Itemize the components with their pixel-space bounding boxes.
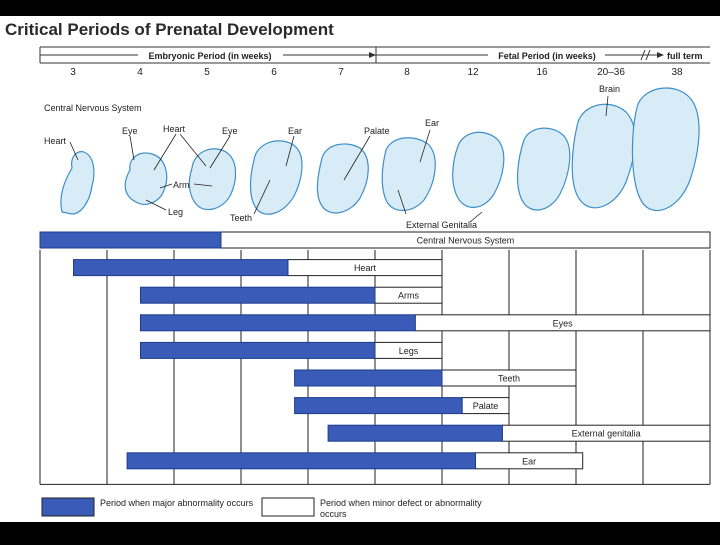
illustration-label-genitalia: External Genitalia [406,220,477,230]
week-label: 20–36 [597,67,625,78]
fetus-week-12 [452,131,505,208]
row-label: Arms [398,291,419,301]
row-label: Eyes [553,318,574,328]
legend: Period when major abnormality occurs Peri… [41,497,482,519]
week-label: 6 [271,67,277,78]
illustration-label-brain: Brain [599,84,620,94]
major-period-bar [126,452,476,470]
week-label: 7 [338,67,344,78]
illustration-labels: Central Nervous System Heart Eye Heart Eye Ar… [44,84,620,230]
week-label: 3 [70,67,76,78]
week-labels: 3 4 5 6 7 8 12 16 20–36 38 [70,67,683,78]
legend-swatch-major [41,497,95,517]
embryonic-period-label: Embryonic Period (in weeks) [148,51,271,61]
illustration-label-heart1: Heart [44,136,67,146]
row-label: Teeth [498,374,520,384]
embryo-week-6 [249,140,303,215]
week-label: 38 [671,67,683,78]
illustration-label-eye2: Eye [222,126,238,136]
top-border [0,0,720,16]
row-label: Heart [354,263,377,273]
week-label: 12 [467,67,479,78]
row-label: Ear [522,456,536,466]
embryo-week-5 [188,148,237,211]
bottom-border [0,522,720,540]
illustration-label-palate: Palate [364,126,390,136]
major-period-bar [327,424,503,442]
embryo-week-4 [124,152,168,205]
major-period-bar [294,397,463,415]
row-label: Legs [399,346,419,356]
period-header: Embryonic Period (in weeks) Fetal Period… [39,46,710,64]
major-period-bar [140,341,376,359]
fetus-week-16 [516,127,571,211]
illustration-label-teeth: Teeth [230,213,252,223]
embryo-week-3 [60,151,95,215]
illustration-label-ear1: Ear [288,126,302,136]
fetus-week-38 [631,87,700,212]
page-title: Critical Periods of Prenatal Development [5,20,334,39]
major-period-bar [294,369,443,387]
week-label: 4 [137,67,143,78]
embryo-illustrations [60,87,700,215]
legend-swatch-minor [261,497,315,517]
major-period-bar [39,231,222,249]
legend-label-major: Period when major abnormality occurs [100,498,254,508]
row-label: Palate [473,401,499,411]
week-label: 8 [404,67,410,78]
week-label: 16 [536,67,548,78]
legend-label-minor: Period when minor defect or abnormality o… [320,498,482,519]
illustration-label-cns: Central Nervous System [44,103,142,113]
row-label: Central Nervous System [417,236,515,246]
major-period-bar [140,314,416,332]
week-label: 5 [204,67,210,78]
full-term-label: full term [667,51,703,61]
fetus-week-20-36 [571,103,636,209]
row-label: External genitalia [572,429,641,439]
illustration-label-leg: Leg [168,207,183,217]
illustration-label-arm: Arm [173,180,190,190]
illustration-label-heart2: Heart [163,124,186,134]
fetal-period-label: Fetal Period (in weeks) [498,51,596,61]
label-leader-lines [69,95,609,223]
major-period-bar [73,259,289,277]
illustration-label-eye1: Eye [122,126,138,136]
major-period-bar [140,286,376,304]
illustration-label-ear2: Ear [425,118,439,128]
critical-period-chart: Central Nervous System Heart Arms Eyes Legs T… [39,231,711,485]
